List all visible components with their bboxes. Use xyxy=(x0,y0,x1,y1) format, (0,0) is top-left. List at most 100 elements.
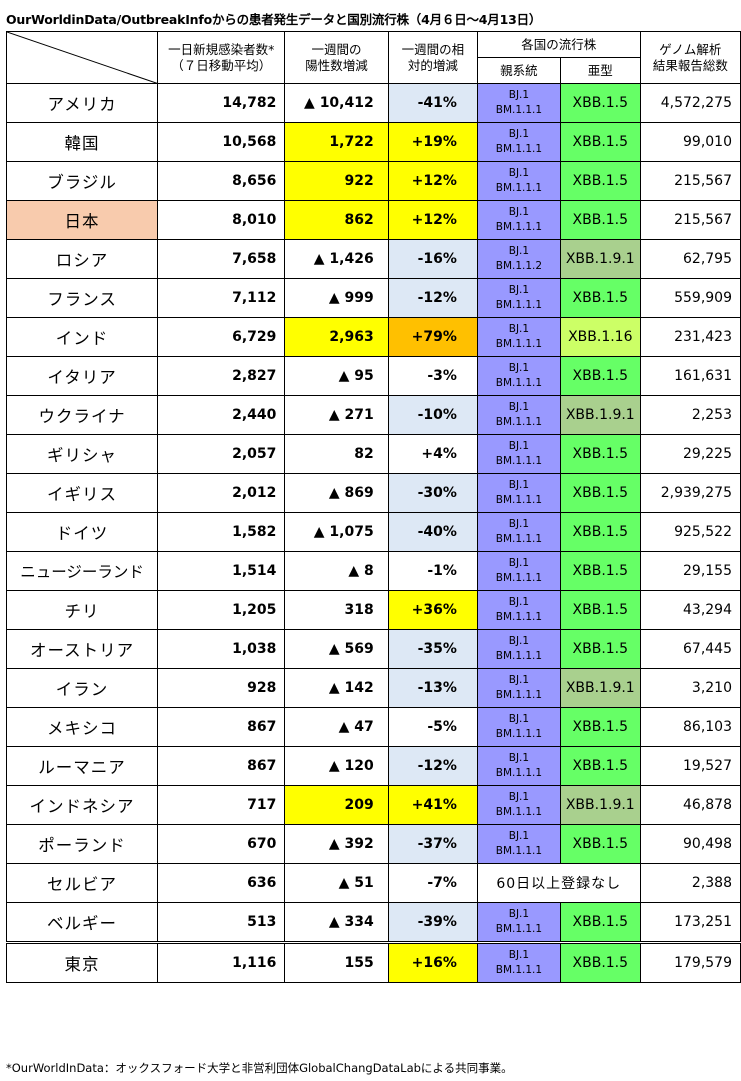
parent-lineage-line1: BJ.1 xyxy=(508,206,530,218)
table-row: 東京 1,116 155 +16% BJ.1 BM.1.1.1 XBB.1.5 179,579 xyxy=(5,941,741,983)
parent-lineage-line1: BJ.1 xyxy=(508,128,530,140)
subtype-cell: XBB.1.5 xyxy=(559,356,641,396)
parent-lineage-line1: BJ.1 xyxy=(508,479,530,491)
country-cell: インド xyxy=(5,317,159,357)
weekly-change-cell: 1,722 xyxy=(284,122,389,162)
parent-lineage-cell: BJ.1 BM.1.1.1 xyxy=(476,590,561,630)
relative-change-cell: -10% xyxy=(387,395,478,435)
parent-lineage-cell: BJ.1 BM.1.1.1 xyxy=(476,746,561,786)
weekly-change-cell: ▲ 334 xyxy=(284,902,389,943)
daily-cases-cell: 1,038 xyxy=(157,629,286,669)
parent-lineage-line1: BJ.1 xyxy=(508,284,530,296)
header-weekly-line1: 一週間の xyxy=(311,41,362,57)
daily-cases-cell: 6,729 xyxy=(157,317,286,357)
parent-lineage-line2: BM.1.1.1 xyxy=(495,728,543,740)
daily-cases-cell: 8,656 xyxy=(157,161,286,201)
no-registration-cell: 60日以上登録なし xyxy=(476,863,641,903)
table-row: イラン 928 ▲ 142 -13% BJ.1 BM.1.1.1 XBB.1.9.1 3,21… xyxy=(5,668,741,708)
parent-lineage-line1: BJ.1 xyxy=(508,440,530,452)
header-relative-change: 一週間の相 対的増減 xyxy=(387,31,478,84)
subtype-cell: XBB.1.5 xyxy=(559,473,641,513)
country-cell: メキシコ xyxy=(5,707,159,747)
table-row: イタリア 2,827 ▲ 95 -3% BJ.1 BM.1.1.1 XBB.1.5 161,6… xyxy=(5,356,741,396)
weekly-change-cell: ▲ 120 xyxy=(284,746,389,786)
parent-lineage-line1: BJ.1 xyxy=(508,949,530,961)
weekly-change-cell: ▲ 47 xyxy=(284,707,389,747)
genome-total-cell: 215,567 xyxy=(639,200,741,240)
subtype-cell: XBB.1.5 xyxy=(559,512,641,552)
table-row: アメリカ 14,782 ▲ 10,412 -41% BJ.1 BM.1.1.1 XBB.1.… xyxy=(5,83,741,123)
relative-change-cell: -13% xyxy=(387,668,478,708)
parent-lineage-line2: BM.1.1.1 xyxy=(495,182,543,194)
subtype-cell: XBB.1.5 xyxy=(559,941,641,983)
daily-cases-cell: 867 xyxy=(157,746,286,786)
subtype-cell: XBB.1.5 xyxy=(559,902,641,943)
weekly-change-cell: ▲ 999 xyxy=(284,278,389,318)
genome-total-cell: 62,795 xyxy=(639,239,741,279)
subtype-cell: XBB.1.5 xyxy=(559,590,641,630)
diagonal-divider xyxy=(7,32,157,83)
header-variants: 各国の流行株 xyxy=(476,31,641,58)
parent-lineage-line1: BJ.1 xyxy=(508,830,530,842)
table-row: インドネシア 717 209 +41% BJ.1 BM.1.1.1 XBB.1.9.1 46,… xyxy=(5,785,741,825)
weekly-change-cell: 2,963 xyxy=(284,317,389,357)
table-row: フランス 7,112 ▲ 999 -12% BJ.1 BM.1.1.1 XBB.1.5 559… xyxy=(5,278,741,318)
parent-lineage-line2: BM.1.1.1 xyxy=(495,806,543,818)
table-row: ギリシャ 2,057 82 +4% BJ.1 BM.1.1.1 XBB.1.5 29,225 xyxy=(5,434,741,474)
country-cell: ルーマニア xyxy=(5,746,159,786)
genome-total-cell: 43,294 xyxy=(639,590,741,630)
daily-cases-cell: 513 xyxy=(157,902,286,943)
country-cell: 韓国 xyxy=(5,122,159,162)
subtype-cell: XBB.1.5 xyxy=(559,83,641,123)
header-parent-lineage: 親系統 xyxy=(476,57,561,84)
genome-total-cell: 215,567 xyxy=(639,161,741,201)
table-row: ロシア 7,658 ▲ 1,426 -16% BJ.1 BM.1.1.2 XBB.1.9.1… xyxy=(5,239,741,279)
table-row: ベルギー 513 ▲ 334 -39% BJ.1 BM.1.1.1 XBB.1.5 173,2… xyxy=(5,902,741,943)
subtype-cell: XBB.1.9.1 xyxy=(559,395,641,435)
table-row: ドイツ 1,582 ▲ 1,075 -40% BJ.1 BM.1.1.1 XBB.1.5 92… xyxy=(5,512,741,552)
genome-total-cell: 2,388 xyxy=(639,863,741,903)
country-cell: イギリス xyxy=(5,473,159,513)
header-genome-total: ゲノム解析 結果報告総数 xyxy=(639,31,741,84)
table-row: 日本 8,010 862 +12% BJ.1 BM.1.1.1 XBB.1.5 215,567 xyxy=(5,200,741,240)
daily-cases-cell: 636 xyxy=(157,863,286,903)
weekly-change-cell: 318 xyxy=(284,590,389,630)
relative-change-cell: +16% xyxy=(387,941,478,983)
parent-lineage-line1: BJ.1 xyxy=(508,89,530,101)
parent-lineage-line2: BM.1.1.1 xyxy=(495,221,543,233)
parent-lineage-line1: BJ.1 xyxy=(508,908,530,920)
subtype-cell: XBB.1.16 xyxy=(559,317,641,357)
parent-lineage-line1: BJ.1 xyxy=(508,401,530,413)
parent-lineage-cell: BJ.1 BM.1.1.1 xyxy=(476,941,561,983)
genome-total-cell: 29,225 xyxy=(639,434,741,474)
table-row: ウクライナ 2,440 ▲ 271 -10% BJ.1 BM.1.1.1 XBB.1.9.1… xyxy=(5,395,741,435)
parent-lineage-cell: BJ.1 BM.1.1.1 xyxy=(476,473,561,513)
relative-change-cell: -12% xyxy=(387,278,478,318)
genome-total-cell: 29,155 xyxy=(639,551,741,591)
parent-lineage-line2: BM.1.1.1 xyxy=(495,767,543,779)
genome-total-cell: 925,522 xyxy=(639,512,741,552)
header-relative-line2: 対的増減 xyxy=(407,57,458,73)
relative-change-cell: -5% xyxy=(387,707,478,747)
parent-lineage-line1: BJ.1 xyxy=(508,674,530,686)
parent-lineage-line2: BM.1.1.1 xyxy=(495,455,543,467)
genome-total-cell: 2,253 xyxy=(639,395,741,435)
parent-lineage-line2: BM.1.1.1 xyxy=(495,494,543,506)
subtype-cell: XBB.1.9.1 xyxy=(559,668,641,708)
country-cell: ブラジル xyxy=(5,161,159,201)
relative-change-cell: -16% xyxy=(387,239,478,279)
header-daily-line1: 一日新規感染者数* xyxy=(168,41,275,57)
weekly-change-cell: ▲ 1,426 xyxy=(284,239,389,279)
header-daily-new-cases: 一日新規感染者数* （７日移動平均） xyxy=(157,31,286,84)
subtype-cell: XBB.1.5 xyxy=(559,278,641,318)
parent-lineage-cell: BJ.1 BM.1.1.1 xyxy=(476,512,561,552)
parent-lineage-cell: BJ.1 BM.1.1.1 xyxy=(476,161,561,201)
footnote: *OurWorldInData：オックスフォード大学と非営利団体GlobalCh… xyxy=(6,1061,513,1075)
country-cell: イラン xyxy=(5,668,159,708)
parent-lineage-line1: BJ.1 xyxy=(508,791,530,803)
table-row: オーストリア 1,038 ▲ 569 -35% BJ.1 BM.1.1.1 XBB.1.5 6… xyxy=(5,629,741,669)
country-cell: チリ xyxy=(5,590,159,630)
relative-change-cell: -12% xyxy=(387,746,478,786)
daily-cases-cell: 1,582 xyxy=(157,512,286,552)
weekly-change-cell: ▲ 51 xyxy=(284,863,389,903)
